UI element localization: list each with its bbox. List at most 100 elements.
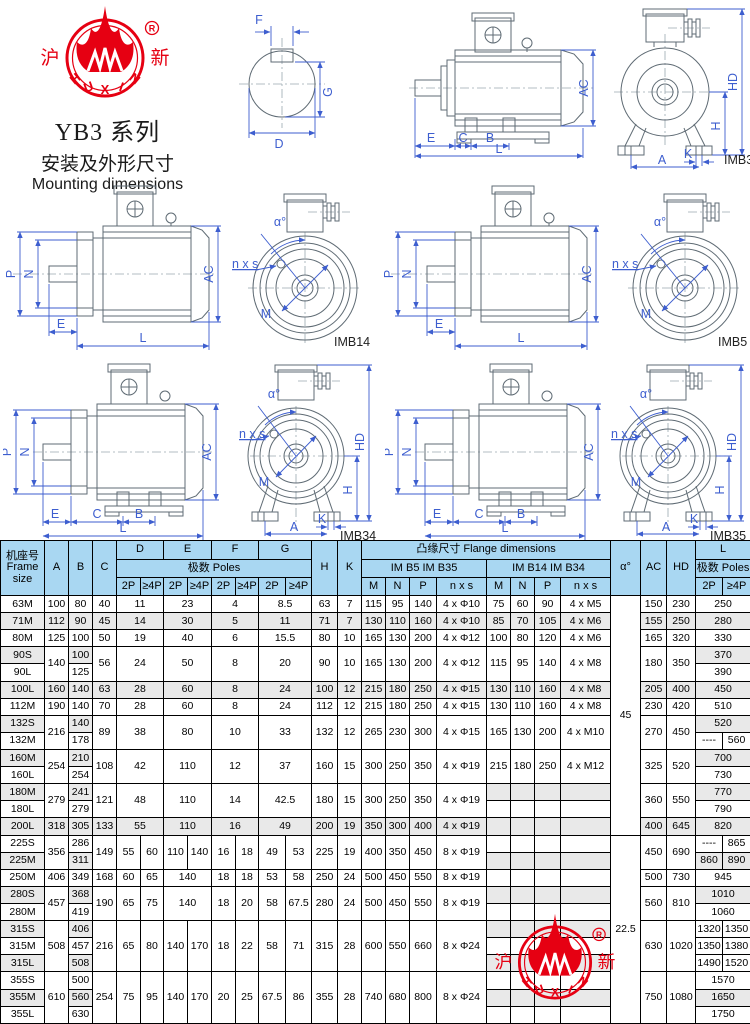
dimension-cell: 450 [409, 834, 438, 870]
logo-letter: I [117, 79, 126, 94]
dimension-cell: 4 x M8 [560, 646, 612, 682]
dimension-cell [510, 920, 536, 939]
dimension-cell: 406 [68, 920, 93, 939]
dimension-cell: 160 [534, 697, 562, 716]
dim-label-c: C [458, 131, 467, 145]
dimension-cell: 90 [311, 646, 339, 682]
dimension-cell: 75 [139, 885, 165, 922]
table-row: 180M 279 241 121 48 110 14 42.5 180 15 300 250 350 4 … [0, 783, 750, 819]
header-g: G [258, 540, 313, 560]
dimension-cell: 286 [68, 834, 93, 853]
dimension-cell: 25 [235, 971, 260, 1024]
dimension-cell: 140 [187, 834, 213, 870]
dim-label-l: L [140, 331, 147, 345]
dimension-cell [486, 817, 512, 836]
dimension-cell: 18 [235, 868, 260, 887]
imb14-front-view-drawing: α° n x s M IMB14 [232, 193, 370, 349]
dimension-cell [486, 851, 512, 870]
table-row: 315S 508 406 216 65 80 140 170 18 22 58 71 315 28 600 5… [0, 920, 750, 973]
dimension-cell: ---- [695, 834, 724, 853]
header-m: M [486, 577, 512, 596]
dimension-cell: 67.5 [258, 971, 287, 1024]
header-h: H [311, 540, 339, 596]
header-2p: 2P [211, 577, 237, 596]
dimension-cell: 63 [92, 680, 117, 699]
dimension-cell: 86 [285, 971, 313, 1024]
dimension-cell: 4 x Φ15 [436, 714, 488, 750]
page-title: YB3 系列 安装及外形尺寸 Mounting dimensions [0, 112, 215, 194]
dimension-cell: 12 [337, 714, 363, 750]
dimension-cell: 125 [68, 663, 93, 682]
dimension-cell [510, 851, 536, 870]
dimension-cell: 4 x M10 [560, 714, 612, 750]
dimension-cell: 610 [44, 971, 69, 1024]
dimension-cell: 110 [510, 680, 536, 699]
dimension-cell [560, 1005, 612, 1024]
dimension-cell: 450 [666, 714, 697, 750]
view-label-imb35: IMB35 [710, 529, 746, 542]
dimension-cell: 130 [361, 612, 387, 631]
dimension-cell: 810 [666, 885, 697, 922]
dimension-cell [534, 851, 562, 870]
dimension-cell: 215 [486, 748, 512, 785]
dimension-cell: 750 [640, 971, 668, 1024]
dim-label-ac: AC [582, 443, 596, 460]
dimension-cell: 168 [92, 868, 117, 887]
header-k: K [337, 540, 363, 596]
dimension-cell: 1380 [722, 937, 750, 956]
view-label-imb34: IMB34 [340, 529, 376, 542]
dimension-cell: 14 [211, 783, 260, 819]
header-p: P [409, 577, 438, 596]
dimension-cell: 155 [640, 612, 668, 631]
dimension-cell: 33 [258, 714, 313, 750]
frame-size-cell: 180M [0, 783, 45, 802]
dimension-cell: 65 [116, 885, 141, 922]
frame-size-cell: 132M [0, 731, 45, 750]
dimension-cell: 279 [44, 783, 69, 819]
header-b: B [68, 540, 93, 596]
dimension-cell: 1350 [722, 920, 750, 939]
dimension-cell: 368 [68, 885, 93, 904]
dimension-cell: 95 [510, 646, 536, 682]
header-frame-size: 机座号 Frame size [0, 540, 45, 596]
dimension-cell: 730 [666, 868, 697, 887]
dim-label-l: L [502, 521, 509, 535]
dimension-cell: 190 [44, 697, 69, 716]
dimension-cell: 70 [510, 612, 536, 631]
dimension-cell: 18 [211, 920, 237, 973]
dim-label-m: M [641, 307, 651, 321]
dim-label-ac: AC [202, 265, 216, 282]
header-d: D [115, 540, 165, 560]
dimension-cell: 330 [695, 629, 750, 648]
dimension-cell: 500 [68, 971, 93, 990]
dimension-cell: 42.5 [258, 783, 313, 819]
dimension-cell: 160 [44, 680, 69, 699]
frame-size-cell: 250M [0, 868, 45, 887]
header-n: N [510, 577, 536, 596]
dimension-cell: 115 [361, 594, 387, 614]
dimension-cell: 560 [722, 731, 750, 750]
dimension-cell: 60 [163, 680, 213, 699]
dimension-cell: 250 [311, 868, 339, 887]
dim-label-ac: AC [580, 265, 594, 282]
dimension-cell: 18 [211, 868, 237, 887]
dimension-cell: 254 [92, 971, 117, 1024]
dimension-cell: 60 [163, 697, 213, 716]
logo-cn-left: 沪 [40, 47, 59, 69]
dimension-cell: 140 [163, 920, 189, 973]
dimension-cell: 800 [409, 971, 438, 1024]
dimension-cell: 4 x M6 [560, 629, 612, 648]
dimension-cell: 560 [640, 885, 668, 922]
imb3-front-view-drawing: HD H K A IMB3 [614, 8, 750, 170]
dimension-cell: 1020 [666, 920, 697, 973]
dimension-cell: 10 [211, 714, 260, 750]
dimension-cell: 110 [163, 817, 213, 836]
dimension-cell: 19 [115, 629, 165, 648]
dimension-cell: 356 [44, 834, 69, 870]
dimension-cell: 400 [640, 817, 668, 836]
dimension-cell: 1490 [695, 954, 724, 973]
dimensions-table: 机座号 Frame size A B C D E F G H K 凸缘尺寸 Fl… [0, 540, 750, 1024]
dimension-cell: 80 [510, 629, 536, 648]
header-ge4p: ≥4P [139, 577, 165, 596]
dimension-cell: 90 [534, 594, 562, 614]
